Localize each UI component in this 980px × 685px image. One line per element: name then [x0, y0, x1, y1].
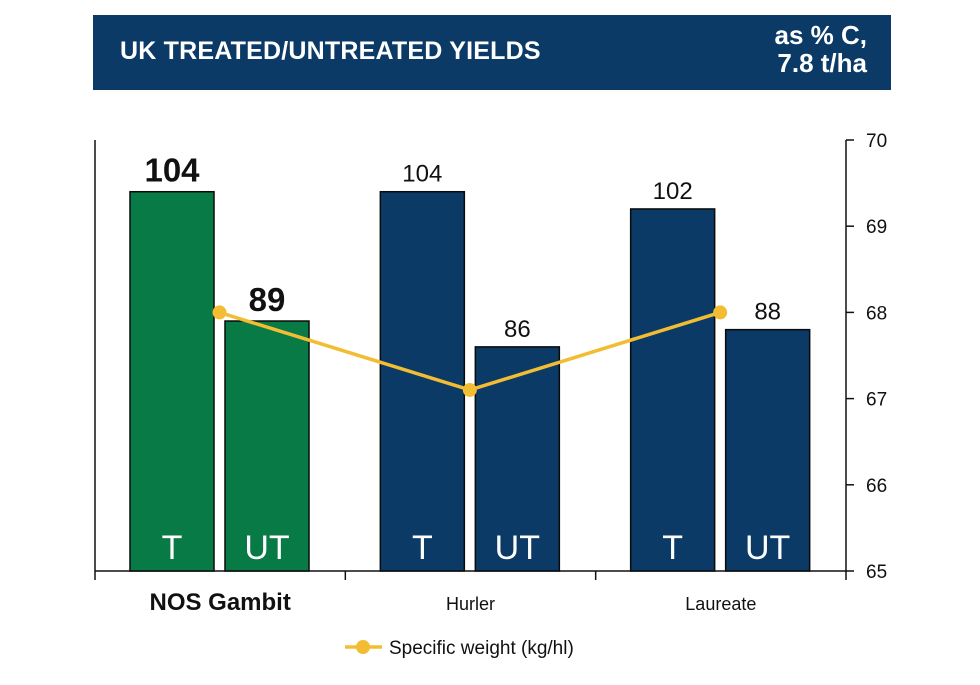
bar-treated: [129, 190, 215, 572]
right-axis-tick-label: 65: [866, 562, 887, 583]
legend-label: Specific weight (kg/hl): [389, 638, 574, 659]
chart-unit-line2: 7.8 t/ha: [777, 48, 867, 78]
bar-treated: [379, 190, 466, 572]
data-label: 102: [653, 178, 693, 205]
specific-weight-point: [212, 305, 227, 320]
bar-type-label: UT: [244, 529, 289, 567]
specific-weight-point: [713, 305, 728, 320]
chart-header: UK TREATED/UNTREATED YIELDS as % C, 7.8 …: [93, 15, 891, 90]
right-axis-tick-label: 67: [866, 390, 887, 411]
chart-title: UK TREATED/UNTREATED YIELDS: [120, 37, 541, 65]
bar-type-label: UT: [495, 529, 540, 567]
bar-type-label: T: [412, 529, 433, 567]
chart-unit-line1: as % C,: [774, 20, 868, 50]
right-axis-tick-label: 70: [866, 131, 887, 152]
right-axis-tick-label: 69: [866, 217, 887, 238]
x-tick-label: Hurler: [446, 594, 495, 614]
data-label: 104: [402, 161, 442, 188]
right-axis-tick-label: 68: [866, 303, 887, 324]
right-axis-tick-label: 66: [866, 476, 887, 497]
legend-marker: [356, 640, 370, 654]
bar-untreated: [724, 328, 811, 572]
bar-type-label: T: [162, 529, 183, 567]
data-label: 86: [504, 316, 531, 343]
bar-type-label: UT: [745, 529, 790, 567]
bar-type-label: T: [662, 529, 683, 567]
chart-unit: as % C, 7.8 t/ha: [775, 21, 868, 77]
data-label: 89: [249, 281, 286, 318]
bar-treated: [629, 208, 716, 572]
x-tick-label: Laureate: [685, 594, 756, 614]
data-label: 88: [754, 299, 781, 326]
specific-weight-point: [462, 382, 477, 397]
x-tick-label: NOS Gambit: [149, 589, 290, 616]
data-label: 104: [144, 152, 200, 189]
bar-untreated: [224, 320, 310, 572]
